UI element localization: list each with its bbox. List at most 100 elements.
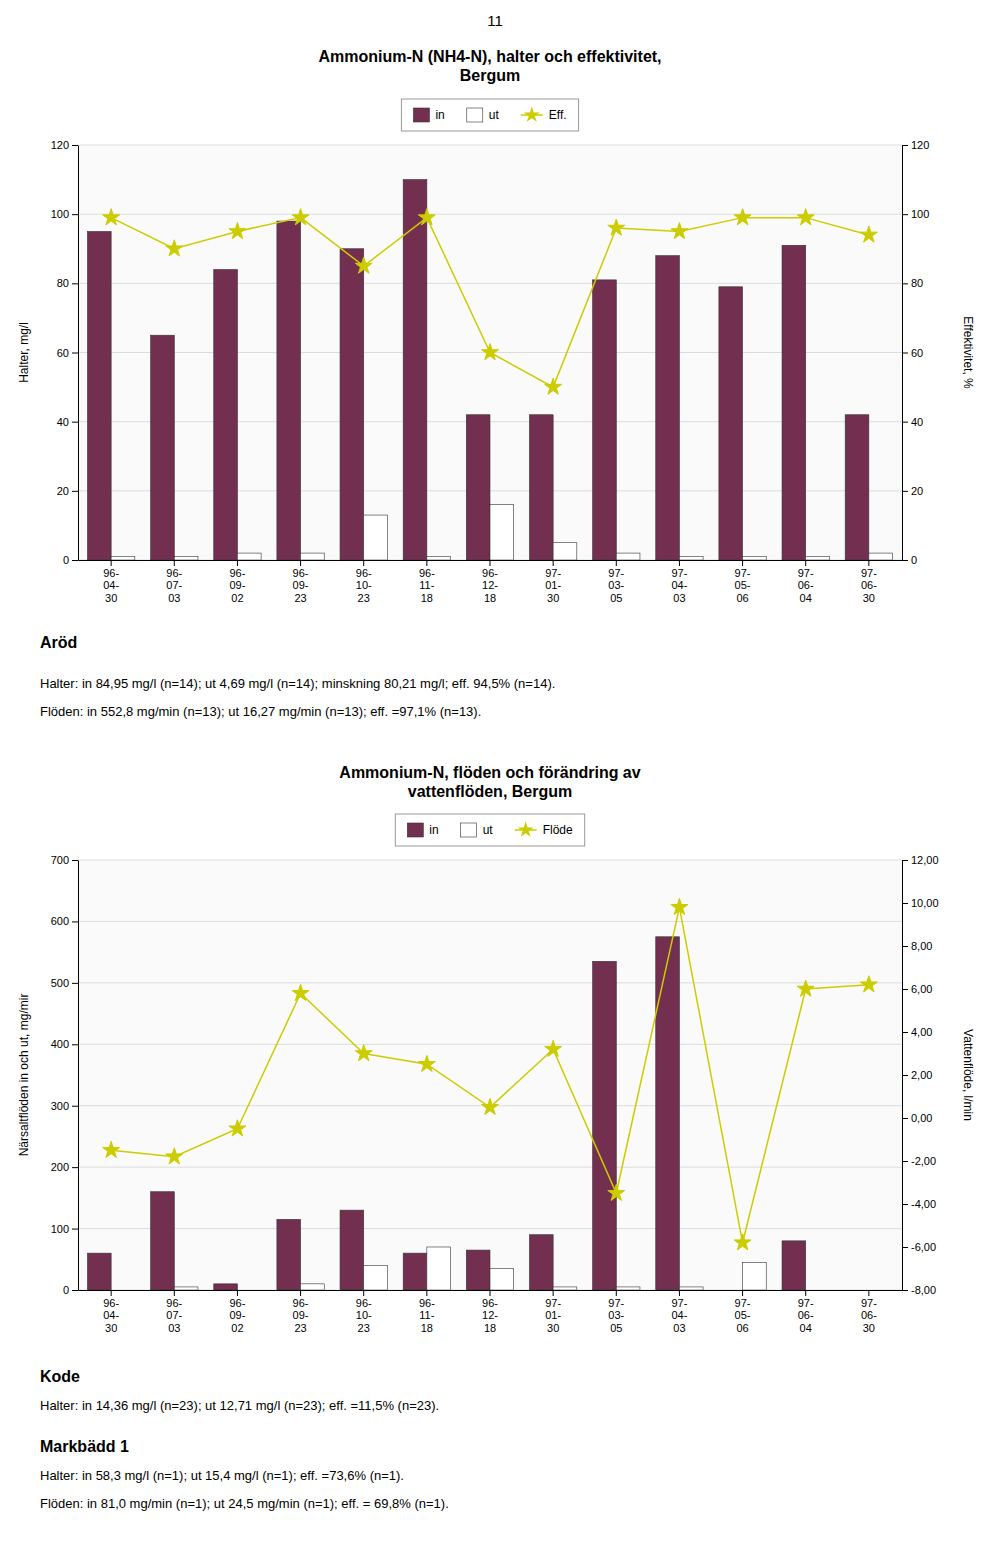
tick-label: 96-10-23 [356,1297,372,1334]
text-line-part: 03 [673,1322,685,1334]
text-line-part: 96- [356,567,372,579]
tick: 96-10-23 [356,560,372,604]
bar [806,1290,830,1291]
bar [743,557,767,560]
tick-label: 97-01-30 [545,1297,561,1334]
tick-mark [363,1290,364,1296]
marker [545,1040,562,1056]
tick-mark [742,560,743,566]
tick-label: 96-09-02 [229,567,245,604]
bar [719,287,743,560]
bar [214,270,238,561]
legend-frame [395,814,584,846]
marker [860,976,877,992]
text-line: Flöden: in 81,0 mg/min (n=1); ut 24,5 mg… [40,1496,449,1511]
marker [229,1120,246,1136]
text-line-part: 96- [419,567,435,579]
legend-swatch [461,823,477,837]
tick: -8,00 [902,1284,936,1296]
line [111,907,869,1242]
tick: 96-07-03 [166,560,182,604]
text-line-part: 04 [800,1322,812,1334]
text-line: Halter: in 14,36 mg/l (n=23); ut 12,71 m… [40,1398,439,1413]
marker [166,240,183,256]
y-axis: 0100200300400500600700 [51,854,79,1296]
text-line-part: 96- [166,567,182,579]
bar [237,1290,261,1291]
bar [845,1290,869,1291]
tick-label: 600 [51,915,69,927]
tick-mark [490,560,491,566]
text-line-part: 04- [671,1309,687,1321]
tick-label: 97-03-05 [608,1297,624,1334]
text-line-part: 96- [482,1297,498,1309]
tick-mark [72,1229,78,1230]
text-line-part: vattenflöden, Bergum [408,783,572,800]
text-line-part: 10- [356,1309,372,1321]
text-line-part: 10- [356,579,372,591]
tick: 97-06-04 [798,560,814,604]
tick: 20 [57,485,78,497]
marker [481,1098,498,1114]
text-line-part: 30 [547,1322,559,1334]
tick-mark [237,1290,238,1296]
tick-mark [868,1290,869,1296]
tick: 96-12-18 [482,1290,498,1334]
tick-label: 6,00 [911,983,932,995]
tick-mark [902,422,908,423]
tick-mark [742,1290,743,1296]
tick-mark [868,560,869,566]
text-line-part: 18 [484,592,496,604]
tick-mark [902,1204,908,1205]
line-series [103,209,878,395]
text-line-part: 96- [229,1297,245,1309]
tick: 400 [51,1038,78,1050]
tick-label: 8,00 [911,940,932,952]
tick: 96-04-30 [103,560,119,604]
bar [490,1269,514,1291]
text-line-part: 97- [608,567,624,579]
tick-label: 120 [911,139,929,151]
bar [553,1287,577,1290]
tick: 60 [57,347,78,359]
tick-mark [490,1290,491,1296]
tick-mark [616,560,617,566]
legend-entry: in [407,823,438,837]
marker [797,209,814,225]
tick: 97-01-30 [545,1290,561,1334]
tick-mark [902,1032,908,1033]
tick-mark [902,214,908,215]
bar [616,553,640,560]
text-line-part: 06 [736,592,748,604]
bar [237,553,261,560]
tick: 96-11-18 [419,1290,435,1334]
text-line-part: 97- [798,567,814,579]
tick: 97-03-05 [608,1290,624,1334]
tick-mark [902,1118,908,1119]
text-line-part: 96- [419,1297,435,1309]
marker [229,223,246,239]
tick: 600 [51,915,78,927]
bar [466,415,490,560]
legend-entry: ut [467,108,500,122]
grid [78,860,902,1290]
text-line-part: 06- [861,579,877,591]
tick-mark [72,422,78,423]
text-line-part: 97- [545,1297,561,1309]
chart-title: Ammonium-N (NH4-N), halter och effektivi… [318,48,661,84]
tick: 8,00 [902,940,932,952]
tick-mark [72,560,78,561]
bar [403,1253,427,1290]
legend-label: Eff. [549,108,567,122]
marker [734,1234,751,1250]
text-line-part: 06 [736,1322,748,1334]
text-line-part: 02 [231,1322,243,1334]
tick-label: 0,00 [911,1112,932,1124]
legend-marker [524,107,540,122]
text-line-part: 97- [861,567,877,579]
legend-swatch [413,108,429,122]
grid-line [78,1044,902,1045]
tick-label: 96-04-30 [103,567,119,604]
text-line-part: 03- [608,579,624,591]
tick-label: 100 [911,208,929,220]
